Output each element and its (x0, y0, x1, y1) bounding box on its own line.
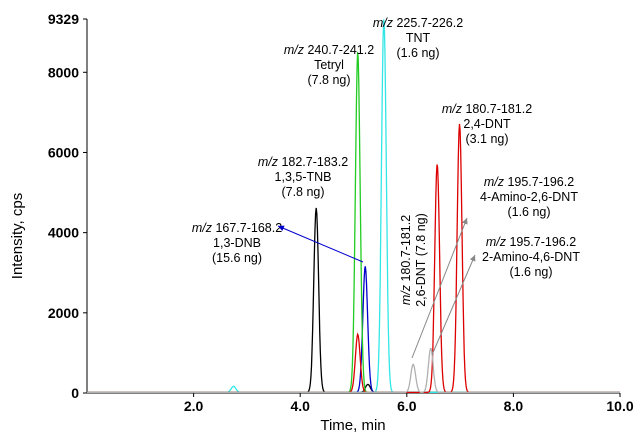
mz-prefix: m/z (486, 235, 507, 249)
mz-range: 167.7-168.2 (212, 221, 282, 235)
annotation-amount: (1.6 ng) (509, 265, 552, 279)
y-tick-label: 6000 (48, 144, 79, 160)
mz-prefix: m/z (399, 284, 413, 305)
annotation-name: 2,4-DNT (463, 117, 511, 131)
annotation-mz: m/z 182.7-183.2 (258, 155, 348, 169)
y-axis-title: Intensity, cps (9, 193, 26, 279)
annotation-name: 1,3,5-TNB (275, 170, 332, 184)
y-tick-label: 0 (71, 385, 79, 401)
mz-prefix: m/z (484, 175, 505, 189)
annotation-name: Tetryl (314, 58, 344, 72)
x-tick-label: 6.0 (397, 398, 417, 414)
peak-point (364, 266, 366, 268)
peak-point (233, 386, 235, 388)
annotation-amount: (1.6 ng) (507, 205, 550, 219)
mz-range: 182.7-183.2 (278, 155, 348, 169)
annotation-7: m/z 180.7-181.2 2,6-DNT (7.8 ng) (399, 213, 428, 307)
peak-point (357, 334, 359, 336)
mz-prefix: m/z (442, 102, 463, 116)
annotation-name: 4-Amino-2,6-DNT (480, 190, 578, 204)
arrow-2-amino (431, 254, 476, 356)
mz-range: 195.7-196.2 (504, 175, 574, 189)
trace-line-2 (87, 51, 620, 394)
arrow-4-amino (411, 217, 468, 359)
trace-line-5 (87, 347, 620, 394)
annotation-5: m/z 167.7-168.21,3-DNB(15.6 ng) (192, 221, 282, 265)
x-tick-label: 4.0 (290, 398, 310, 414)
annotation-mz: m/z 240.7-241.2 (284, 43, 374, 57)
x-axis-title: Time, min (320, 417, 385, 434)
mz-range: 240.7-241.2 (304, 43, 374, 57)
y-tick-label: 4000 (48, 225, 79, 241)
peak-point (315, 208, 317, 210)
annotation-name: 2-Amino-4,6-DNT (482, 250, 580, 264)
mz-prefix: m/z (258, 155, 279, 169)
peak-point (459, 123, 461, 125)
annotation-mz: m/z 167.7-168.2 (192, 221, 282, 235)
annotation-4: m/z 195.7-196.24-Amino-2,6-DNT(1.6 ng) (480, 175, 578, 219)
x-tick-label: 2.0 (184, 398, 204, 414)
mz-range: 180.7-181.2 (462, 102, 532, 116)
annotation-mz: m/z 180.7-181.2 (399, 215, 413, 305)
annotation-amount: (1.6 ng) (396, 46, 439, 60)
peak-point (436, 163, 438, 165)
y-tick-label: 2000 (48, 305, 79, 321)
annotation-2: m/z 180.7-181.22,4-DNT(3.1 ng) (442, 102, 532, 146)
annotation-6: m/z 195.7-196.22-Amino-4,6-DNT(1.6 ng) (482, 235, 580, 279)
x-tick-label: 10.0 (606, 398, 633, 414)
annotation-mz: m/z 195.7-196.2 (484, 175, 574, 189)
mz-range: 195.7-196.2 (506, 235, 576, 249)
annotation-name: TNT (406, 31, 431, 45)
arrow-dnb (277, 225, 364, 263)
y-tick-label: 9329 (48, 11, 79, 27)
annotation-name: 1,3-DNB (213, 236, 261, 250)
annotation-amount: (15.6 ng) (212, 251, 262, 265)
annotation-mz: m/z 180.7-181.2 (442, 102, 532, 116)
mz-prefix: m/z (192, 221, 213, 235)
peak-point (412, 364, 414, 366)
annotation-3: m/z 182.7-183.21,3,5-TNB(7.8 ng) (258, 155, 348, 199)
mz-prefix: m/z (284, 43, 305, 57)
y-tick-label: 8000 (48, 64, 79, 80)
annotation-amount: (7.8 ng) (307, 73, 350, 87)
peak-point (367, 384, 369, 386)
peak-point (430, 348, 432, 350)
annotation-amount: (7.8 ng) (281, 185, 324, 199)
mz-range: 225.7-226.2 (393, 16, 463, 30)
mz-range: 180.7-181.2 (399, 215, 413, 285)
annotation-amount: (3.1 ng) (465, 132, 508, 146)
tick-labels: 2.0 4.0 6.0 8.0 10.0 0 2000 4000 6000 8000 9329 (48, 11, 634, 414)
x-tick-label: 8.0 (504, 398, 524, 414)
annotation-name: 2,6-DNT (7.8 ng) (414, 213, 428, 307)
plot-area (87, 19, 620, 394)
annotation-mz: m/z 225.7-226.2 (373, 16, 463, 30)
annotation-mz: m/z 195.7-196.2 (486, 235, 576, 249)
mz-prefix: m/z (373, 16, 394, 30)
